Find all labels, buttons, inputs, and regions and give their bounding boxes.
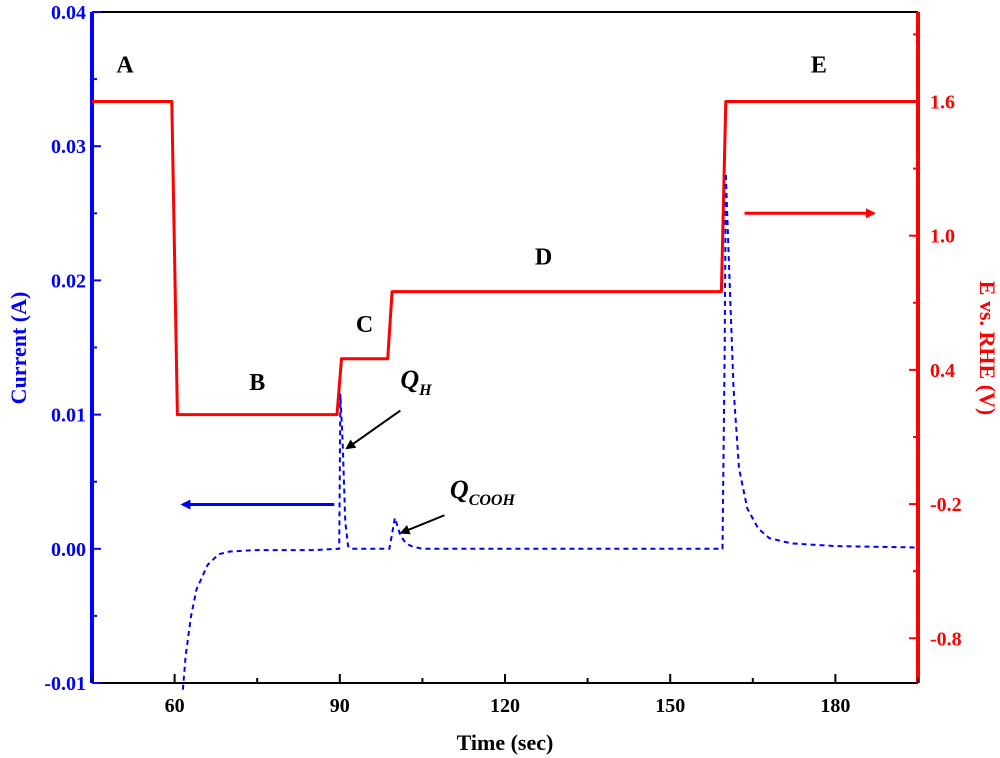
y-left-tick-label: 0.03 bbox=[51, 136, 86, 158]
y-left-tick-label: 0.01 bbox=[51, 405, 86, 427]
series-layer bbox=[92, 100, 919, 690]
x-axis-title: Time (sec) bbox=[457, 730, 554, 755]
x-tick-label: 120 bbox=[490, 695, 520, 717]
y-left-tick-label: -0.01 bbox=[44, 673, 86, 695]
y-axis-left-title: Current (A) bbox=[6, 292, 31, 405]
ticks-layer: 60 90 120 150 180 -0.01 0.00 0.01 0.02 0.03 0.04 -0… bbox=[44, 2, 961, 717]
y-left-tick-label: 0.04 bbox=[51, 2, 86, 24]
segment-label-a: A bbox=[116, 52, 134, 78]
segment-label-e: E bbox=[811, 52, 827, 78]
x-tick-label: 150 bbox=[655, 695, 685, 717]
y-right-tick-label: 0.4 bbox=[930, 360, 955, 382]
y-right-tick-label: 1.6 bbox=[930, 91, 955, 113]
y-left-tick-label: 0.00 bbox=[51, 539, 86, 561]
y-right-tick-label: -0.8 bbox=[930, 628, 962, 650]
annotation-q-h-arrow bbox=[345, 409, 401, 450]
x-tick-label: 60 bbox=[165, 695, 185, 717]
y-axis-right-title: E vs. RHE (V) bbox=[975, 281, 1000, 415]
annotation-q-h-label: QH bbox=[400, 365, 432, 399]
y-right-tick-label: 1.0 bbox=[930, 226, 955, 248]
x-tick-label: 180 bbox=[820, 695, 850, 717]
annotation-q-cooh-label: QCOOH bbox=[450, 475, 516, 509]
current-series-line bbox=[181, 172, 919, 690]
y-left-tick-label: 0.02 bbox=[51, 270, 86, 292]
potential-series-line bbox=[92, 100, 918, 417]
segment-label-d: D bbox=[535, 245, 552, 271]
segment-label-b: B bbox=[249, 370, 265, 396]
labels-layer: A B C D E QH QCOOH bbox=[116, 52, 827, 535]
x-tick-label: 90 bbox=[330, 695, 350, 717]
segment-label-c: C bbox=[356, 312, 373, 338]
y-right-tick-label: -0.2 bbox=[930, 494, 962, 516]
annotation-q-cooh-arrow bbox=[399, 514, 445, 535]
